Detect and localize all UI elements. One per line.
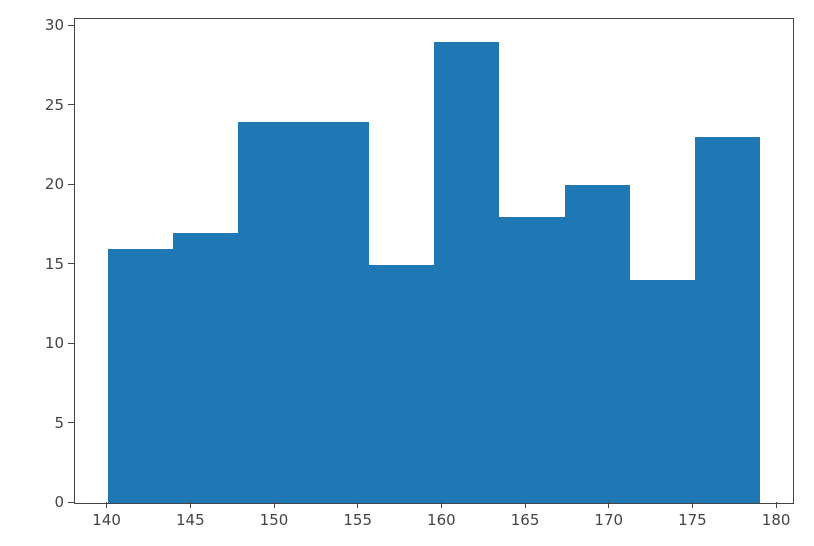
x-tick-label: 165 xyxy=(511,511,540,529)
x-tick-label: 140 xyxy=(92,511,121,529)
x-tick-label: 180 xyxy=(762,511,791,529)
x-tick-label: 160 xyxy=(427,511,456,529)
histogram-chart: 0 5 10 15 20 25 30 140 145 150 155 160 165 170 175 180 xyxy=(0,0,814,546)
y-tick-mark xyxy=(68,25,74,26)
x-tick-mark xyxy=(106,502,107,508)
y-tick-label: 15 xyxy=(45,255,64,273)
y-tick-label: 30 xyxy=(45,16,64,34)
y-tick-mark xyxy=(68,343,74,344)
y-tick-mark xyxy=(68,263,74,264)
y-tick-mark xyxy=(68,104,74,105)
y-tick-mark xyxy=(68,502,74,503)
y-tick-label: 5 xyxy=(54,414,64,432)
x-tick-mark xyxy=(692,502,693,508)
x-tick-mark xyxy=(776,502,777,508)
y-tick-mark xyxy=(68,184,74,185)
y-tick-mark xyxy=(68,422,74,423)
x-tick-mark xyxy=(190,502,191,508)
x-tick-label: 175 xyxy=(678,511,707,529)
histogram-bar xyxy=(695,137,760,503)
y-tick-label: 10 xyxy=(45,334,64,352)
histogram-bar xyxy=(434,42,499,503)
x-tick-mark xyxy=(608,502,609,508)
histogram-bar xyxy=(630,280,695,503)
histogram-bar xyxy=(173,233,238,503)
histogram-bar xyxy=(303,122,368,503)
y-tick-label: 0 xyxy=(54,493,64,511)
x-tick-mark xyxy=(441,502,442,508)
plot-area xyxy=(74,18,794,504)
y-tick-label: 20 xyxy=(45,175,64,193)
x-tick-label: 150 xyxy=(260,511,289,529)
histogram-bar xyxy=(499,217,564,503)
histogram-bar xyxy=(108,249,173,503)
x-tick-mark xyxy=(525,502,526,508)
x-tick-label: 170 xyxy=(594,511,623,529)
histogram-bar xyxy=(369,265,434,503)
histogram-bar xyxy=(565,185,630,503)
x-tick-label: 155 xyxy=(343,511,372,529)
y-tick-label: 25 xyxy=(45,96,64,114)
x-tick-mark xyxy=(357,502,358,508)
x-tick-label: 145 xyxy=(176,511,205,529)
x-tick-mark xyxy=(274,502,275,508)
histogram-bar xyxy=(238,122,303,503)
